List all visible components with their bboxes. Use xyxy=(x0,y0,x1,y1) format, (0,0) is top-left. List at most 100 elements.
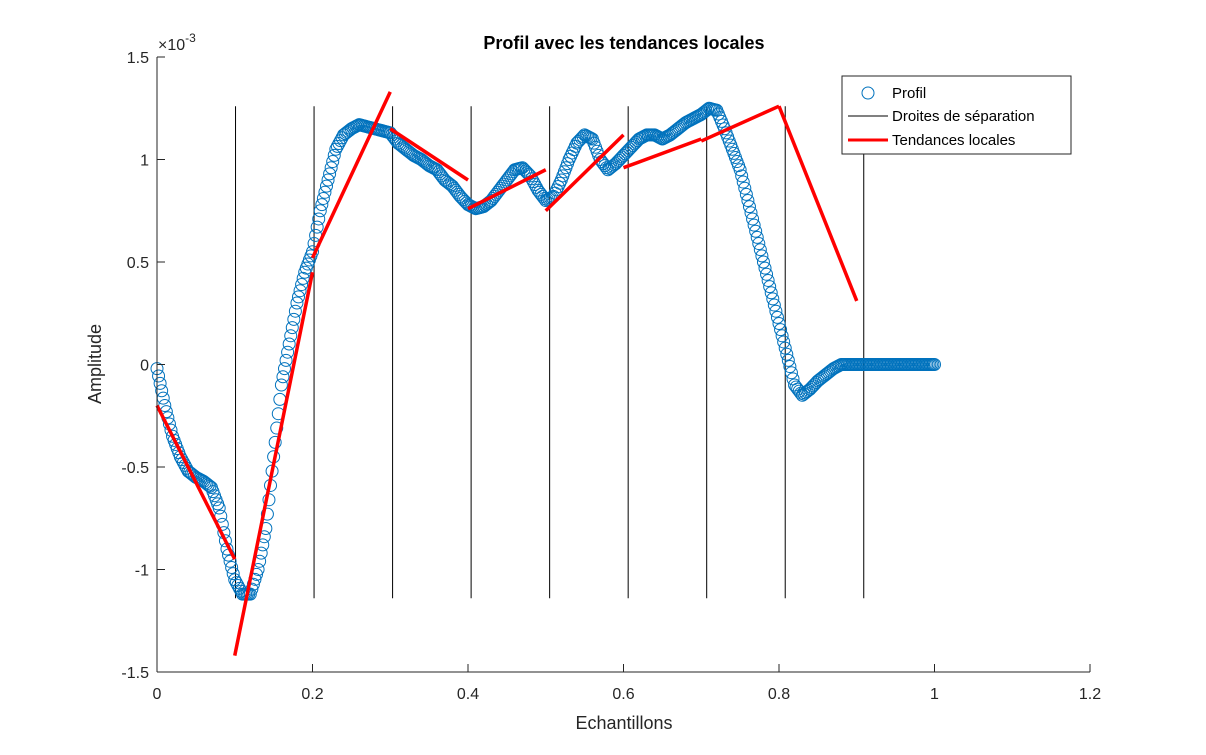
profil-point xyxy=(243,587,257,601)
profil-point xyxy=(784,366,798,380)
profil-point xyxy=(419,156,433,170)
profil-point xyxy=(312,212,326,226)
profil-point xyxy=(739,187,753,201)
profil-point xyxy=(315,198,329,212)
separation-lines xyxy=(235,106,865,599)
profil-point xyxy=(326,155,340,169)
legend-label-separation: Droites de séparation xyxy=(892,108,1035,125)
profil-point xyxy=(324,161,338,175)
legend-marker-profil xyxy=(861,86,875,100)
profil-point xyxy=(459,196,473,210)
trend-lines xyxy=(155,91,859,656)
profil-point xyxy=(733,163,747,177)
profil-point xyxy=(152,369,166,383)
profil-point xyxy=(652,130,666,144)
profil-point xyxy=(155,384,169,398)
profil-point xyxy=(758,261,772,275)
profil-point xyxy=(316,191,330,205)
profil-point xyxy=(260,507,274,521)
profil-point xyxy=(282,337,296,351)
x-tick-label: 0.4 xyxy=(457,686,479,703)
profil-point xyxy=(766,292,780,306)
profil-point xyxy=(772,317,786,330)
x-tick-label: 0.6 xyxy=(612,686,634,703)
trend-line xyxy=(777,105,859,302)
y-tick-label: -1 xyxy=(135,563,149,580)
legend-label-profil: Profil xyxy=(892,85,926,102)
profil-point xyxy=(225,560,239,574)
profil-point xyxy=(186,468,200,482)
profil-point xyxy=(928,358,941,371)
profil-point xyxy=(274,378,288,392)
profil-point xyxy=(749,224,763,238)
profil-point xyxy=(775,329,789,343)
y-axis-exponent: ×10-3 xyxy=(158,31,196,54)
profil-point xyxy=(290,296,304,310)
profil-point xyxy=(223,554,237,568)
x-tick-label: 1 xyxy=(930,686,939,703)
y-axis-exponent-base: ×10 xyxy=(158,37,185,54)
x-axis-label: Echantillons xyxy=(575,713,672,733)
profil-point xyxy=(536,189,550,203)
trend-line xyxy=(155,404,237,561)
profil-point xyxy=(466,200,480,214)
profil-point xyxy=(246,577,260,591)
profil-point xyxy=(201,478,215,492)
profil-point xyxy=(823,364,837,378)
profil-point xyxy=(403,146,417,160)
profil-point xyxy=(738,181,752,195)
profil-point xyxy=(735,169,749,183)
profil-point xyxy=(783,360,797,374)
profil-point xyxy=(285,321,299,335)
profil-point xyxy=(313,204,327,218)
profil-point xyxy=(318,185,332,199)
profil-point xyxy=(319,179,333,193)
profil-point xyxy=(278,362,292,376)
profil-point xyxy=(777,335,791,349)
axes: 0 0.2 0.4 0.6 0.8 1 1.2 -1.5 -1 -0.5 0 0.5 1 1.5 xyxy=(121,50,1101,703)
profil-point xyxy=(281,345,295,359)
profil-point xyxy=(288,304,302,318)
profil-point xyxy=(341,124,355,138)
profil-point xyxy=(756,255,770,269)
trend-line xyxy=(622,137,702,170)
chart-title: Profil avec les tendances locales xyxy=(483,33,764,53)
profil-point xyxy=(781,353,795,367)
profil-point xyxy=(276,370,290,384)
profil-point xyxy=(218,534,232,548)
profil-point xyxy=(761,273,775,287)
legend: Profil Droites de séparation Tendances l… xyxy=(841,75,1072,155)
y-tick-label: 1.5 xyxy=(127,50,149,67)
x-tick-label: 1.2 xyxy=(1079,686,1101,703)
profil-point xyxy=(744,206,758,220)
profil-point xyxy=(763,280,777,294)
y-tick-label: -0.5 xyxy=(121,460,149,477)
profil-point xyxy=(212,501,226,515)
x-tick-label: 0.8 xyxy=(768,686,790,703)
profil-point xyxy=(327,148,341,162)
profil-point xyxy=(321,173,335,187)
trend-line xyxy=(700,104,780,143)
profil-point xyxy=(697,105,711,119)
profil-point xyxy=(310,220,324,234)
profil-point xyxy=(767,298,781,312)
profil-point xyxy=(292,290,306,304)
profil-point xyxy=(746,212,760,226)
profil-point xyxy=(153,376,167,390)
y-axis-exponent-power: -3 xyxy=(185,31,196,45)
y-axis-ticks: -1.5 -1 -0.5 0 0.5 1 1.5 xyxy=(121,50,165,682)
profil-point xyxy=(769,304,783,318)
profil-point xyxy=(780,347,794,361)
profil-point xyxy=(752,237,766,251)
trend-line xyxy=(544,133,625,213)
y-tick-label: 0.5 xyxy=(127,255,149,272)
y-tick-label: 1 xyxy=(140,153,149,170)
profil-point xyxy=(747,218,761,232)
profil-point xyxy=(654,131,668,145)
profil-point xyxy=(293,284,307,298)
profil-point xyxy=(770,310,784,324)
y-axis-label: Amplitude xyxy=(85,324,105,404)
profil-point xyxy=(676,118,690,132)
profil-point xyxy=(742,200,756,214)
